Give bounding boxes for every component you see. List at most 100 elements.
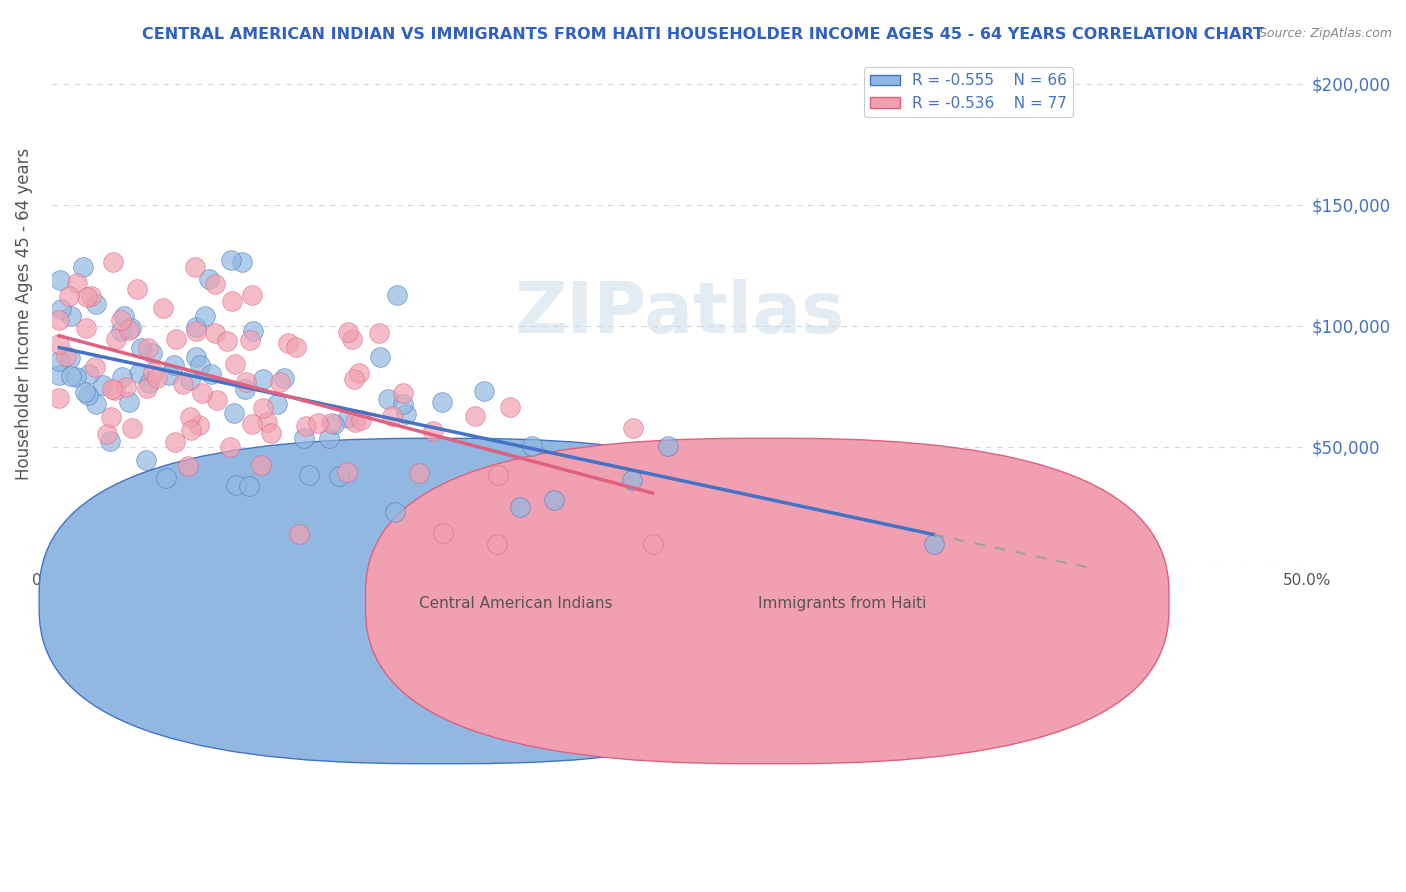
Point — [368, 351, 391, 365]
Text: CENTRAL AMERICAN INDIAN VS IMMIGRANTS FROM HAITI HOUSEHOLDER INCOME AGES 45 - 64: CENTRAL AMERICAN INDIAN VS IMMIGRANTS FR… — [142, 27, 1264, 42]
Point — [138, 376, 160, 391]
Point — [224, 357, 246, 371]
Point — [337, 411, 360, 425]
Point — [98, 434, 121, 449]
Point — [59, 310, 82, 324]
Point — [204, 277, 226, 292]
Point — [240, 417, 263, 431]
Point — [380, 409, 402, 423]
Point — [321, 416, 343, 430]
Point — [204, 326, 226, 341]
Point — [77, 388, 100, 402]
Point — [242, 324, 264, 338]
Point — [142, 365, 165, 379]
Point — [922, 537, 945, 551]
Point — [155, 471, 177, 485]
Point — [110, 324, 132, 338]
Point — [187, 417, 209, 432]
Point — [91, 378, 114, 392]
Point — [184, 260, 207, 274]
Point — [225, 478, 247, 492]
Point — [112, 310, 135, 324]
Point — [184, 320, 207, 334]
Point — [103, 255, 125, 269]
Point — [84, 397, 107, 411]
Point — [111, 370, 134, 384]
Point — [377, 392, 399, 406]
Point — [172, 376, 194, 391]
Point — [621, 421, 644, 435]
Point — [522, 439, 544, 453]
Point — [59, 351, 82, 366]
Point — [84, 297, 107, 311]
Point — [100, 410, 122, 425]
Point — [118, 323, 141, 337]
Point — [49, 273, 72, 287]
Point — [48, 313, 70, 327]
Text: Immigrants from Haiti: Immigrants from Haiti — [758, 596, 927, 611]
Point — [657, 439, 679, 453]
Text: ZIPatlas: ZIPatlas — [515, 279, 845, 348]
Point — [239, 333, 262, 347]
Point — [307, 416, 329, 430]
Point — [48, 368, 70, 383]
Legend: R = -0.555    N = 66, R = -0.536    N = 77: R = -0.555 N = 66, R = -0.536 N = 77 — [863, 67, 1073, 117]
Point — [76, 290, 98, 304]
Point — [141, 346, 163, 360]
Point — [464, 409, 486, 423]
Point — [125, 282, 148, 296]
Point — [347, 366, 370, 380]
Point — [73, 385, 96, 400]
Point — [80, 289, 103, 303]
Point — [284, 340, 307, 354]
Point — [260, 425, 283, 440]
Text: Central American Indians: Central American Indians — [419, 596, 613, 611]
Point — [128, 366, 150, 380]
Point — [288, 526, 311, 541]
Point — [186, 324, 208, 338]
Point — [221, 294, 243, 309]
Point — [104, 332, 127, 346]
Point — [395, 407, 418, 421]
Point — [408, 466, 430, 480]
Point — [277, 336, 299, 351]
Point — [179, 373, 201, 387]
Point — [387, 288, 409, 302]
Point — [129, 342, 152, 356]
Point — [188, 358, 211, 372]
Point — [318, 431, 340, 445]
Point — [486, 468, 509, 483]
Point — [48, 353, 70, 368]
Point — [157, 368, 180, 382]
Point — [215, 334, 238, 349]
Point — [641, 537, 664, 551]
Point — [48, 336, 70, 351]
Point — [51, 301, 73, 316]
Point — [179, 409, 201, 424]
Point — [336, 466, 359, 480]
Point — [256, 415, 278, 429]
Point — [430, 394, 453, 409]
Point — [104, 383, 127, 397]
Point — [249, 458, 271, 473]
Point — [136, 341, 159, 355]
Point — [392, 397, 415, 411]
Point — [136, 381, 159, 395]
Point — [323, 417, 346, 431]
Point — [266, 397, 288, 411]
Point — [163, 359, 186, 373]
Point — [472, 384, 495, 398]
Point — [384, 505, 406, 519]
Text: Source: ZipAtlas.com: Source: ZipAtlas.com — [1258, 27, 1392, 40]
Point — [368, 326, 391, 341]
Point — [152, 301, 174, 315]
Point — [343, 371, 366, 385]
Point — [273, 371, 295, 385]
Point — [233, 382, 256, 396]
Point — [121, 421, 143, 435]
Point — [340, 332, 363, 346]
Point — [186, 350, 208, 364]
Point — [110, 313, 132, 327]
Point — [177, 458, 200, 473]
Point — [84, 359, 107, 374]
